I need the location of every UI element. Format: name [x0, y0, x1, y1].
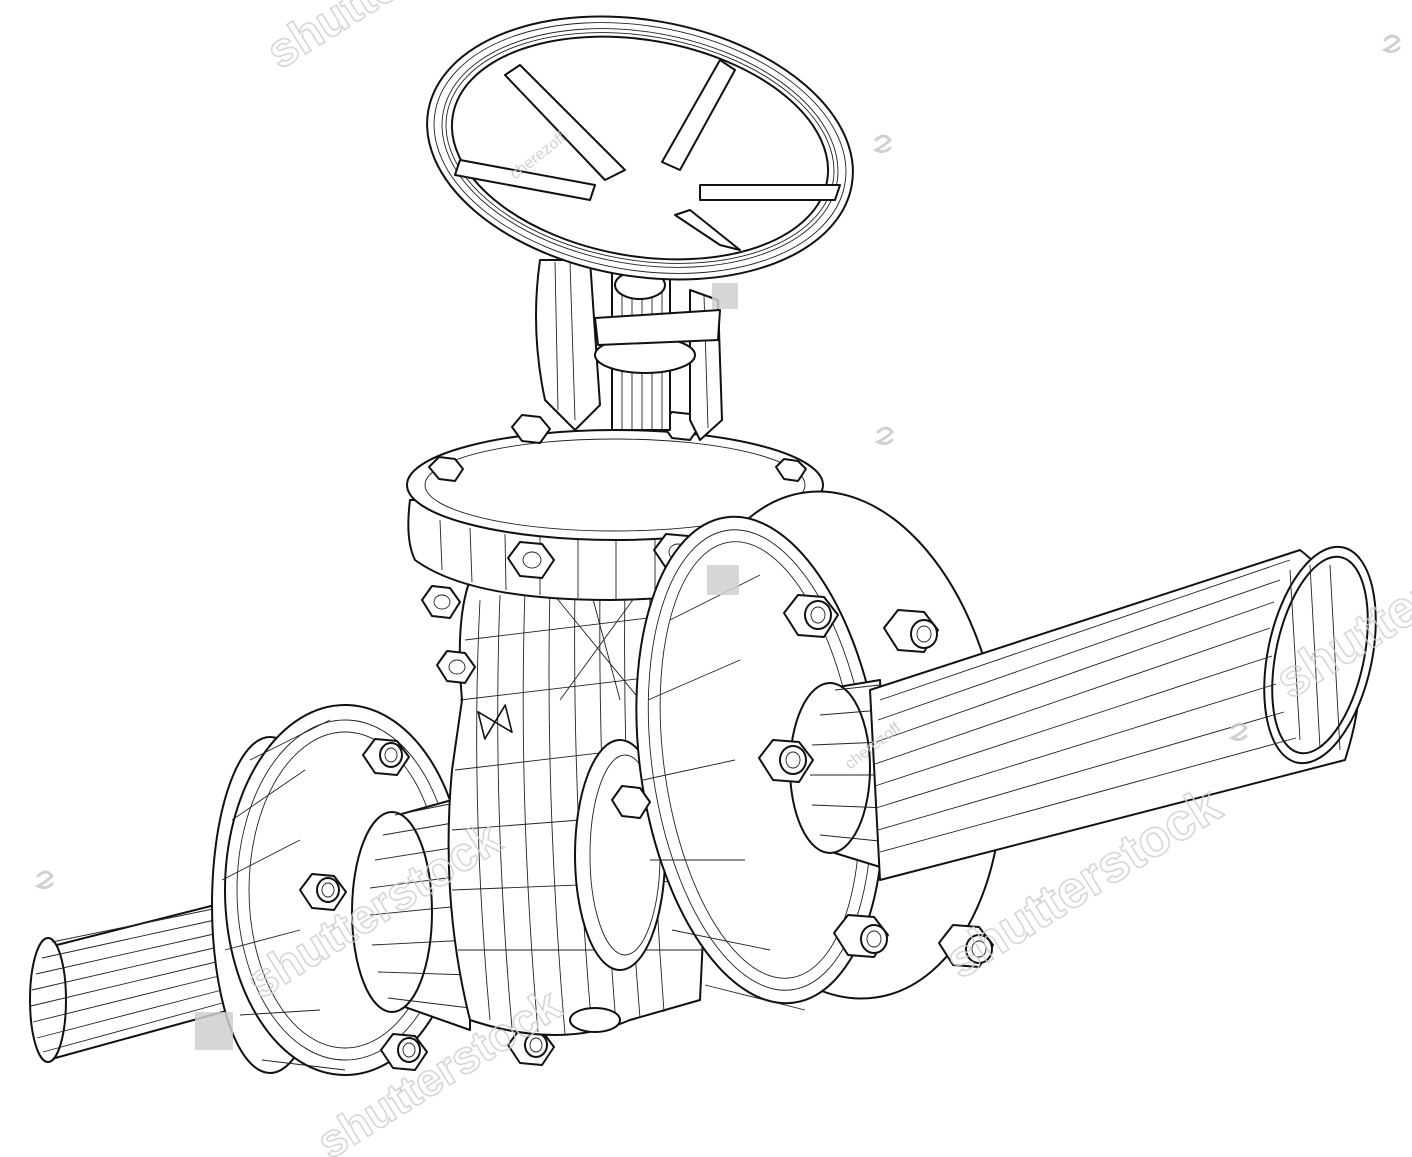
watermark-glyph-3	[1228, 722, 1248, 742]
right-pipe	[869, 545, 1377, 881]
watermark-logo-box-3	[712, 283, 738, 309]
watermark-glyph-1	[872, 134, 892, 154]
right-flange-nuts	[611, 594, 994, 968]
watermark-glyph-5	[1381, 34, 1401, 54]
handwheel-spokes	[454, 59, 841, 251]
watermark-glyph-4	[34, 870, 54, 890]
right-hub	[789, 679, 891, 871]
left-pipe	[29, 904, 231, 1063]
left-flange-nuts	[299, 738, 555, 1071]
watermark-logo-box-1	[195, 1012, 233, 1050]
watermark-glyph-2	[874, 426, 894, 446]
handwheel	[426, 15, 854, 281]
watermark-logo-box-2	[707, 565, 739, 595]
gate-valve-symbol	[477, 704, 513, 740]
bottom-bolt	[569, 1007, 621, 1033]
left-hub	[351, 794, 471, 1031]
